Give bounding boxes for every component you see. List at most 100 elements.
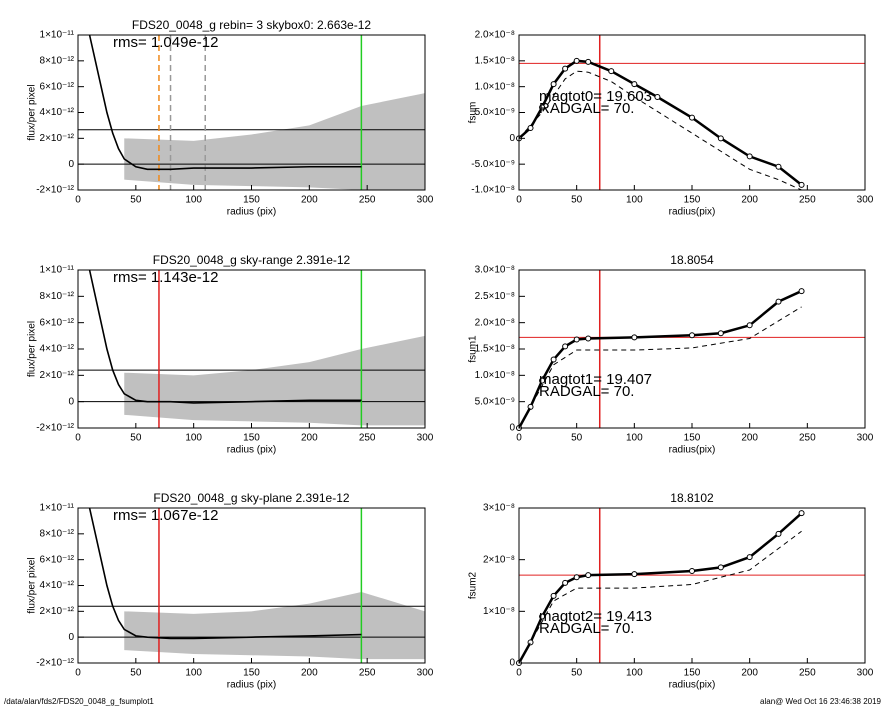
- y-tick-label: 6×10⁻¹²: [40, 81, 75, 92]
- y-tick-label: 1×10⁻¹¹: [40, 503, 75, 514]
- y-tick-label: 8×10⁻¹²: [40, 55, 75, 66]
- marker: [689, 568, 695, 575]
- marker: [562, 65, 569, 72]
- x-tick-label: 300: [417, 433, 434, 444]
- y-tick-label: 8×10⁻¹²: [40, 291, 75, 302]
- y-tick-label: 0: [68, 632, 74, 643]
- y-tick-label: 2×10⁻¹²: [40, 370, 75, 381]
- x-tick-label: 0: [75, 433, 81, 444]
- x-tick-label: 300: [857, 195, 874, 206]
- x-tick-label: 0: [516, 195, 522, 206]
- x-tick-label: 200: [741, 433, 758, 444]
- x-tick-label: 150: [684, 433, 701, 444]
- y-tick-label: 1.0×10⁻⁸: [475, 81, 515, 92]
- x-axis-label: radius(pix): [669, 445, 716, 456]
- x-tick-label: 50: [571, 433, 583, 444]
- annotation: magtot2= 19.413: [539, 608, 652, 625]
- footer-right: alan@ Wed Oct 16 23:46:38 2019: [760, 697, 881, 706]
- y-tick-label: -2×10⁻¹²: [36, 185, 74, 196]
- y-axis-label: flux/per pixel: [27, 557, 38, 613]
- marker: [573, 574, 580, 581]
- x-tick-label: 50: [571, 195, 583, 206]
- y-tick-label: 4×10⁻¹²: [40, 344, 75, 355]
- x-tick-label: 200: [301, 433, 318, 444]
- y-tick-label: 1×10⁻¹¹: [40, 265, 75, 276]
- plot-frame: [518, 269, 866, 429]
- marker: [689, 332, 695, 339]
- marker: [746, 322, 753, 329]
- x-tick-label: 300: [857, 433, 874, 444]
- profile-line: [518, 59, 803, 186]
- x-axis-label: radius (pix): [227, 680, 276, 691]
- marker: [689, 114, 695, 121]
- y-tick-label: 1×10⁻⁸: [483, 606, 515, 617]
- x-tick-label: 100: [626, 195, 643, 206]
- x-tick-label: 100: [626, 668, 643, 679]
- y-tick-label: 0: [509, 133, 515, 144]
- profile-line: [88, 507, 362, 640]
- marker: [717, 135, 724, 142]
- profile-line: [517, 512, 803, 664]
- marker: [527, 125, 534, 131]
- y-axis-label: flux/per pixel: [27, 321, 38, 377]
- marker: [746, 153, 753, 160]
- marker: [550, 592, 557, 599]
- x-tick-label: 0: [516, 433, 522, 444]
- chart-title: FDS20_0048_g sky-plane 2.391e-12: [153, 491, 349, 505]
- marker: [631, 81, 638, 88]
- profile-line: [518, 306, 802, 429]
- plot-frame: [518, 507, 866, 664]
- y-tick-label: 3.0×10⁻⁸: [475, 265, 515, 276]
- x-tick-label: 0: [516, 668, 522, 679]
- y-tick-label: 2×10⁻⁸: [483, 554, 515, 565]
- marker: [585, 58, 592, 65]
- x-tick-label: 300: [857, 668, 874, 679]
- marker: [573, 57, 580, 64]
- x-tick-label: 200: [301, 195, 318, 206]
- x-tick-label: 0: [75, 195, 81, 206]
- marker: [527, 639, 534, 646]
- x-axis-label: radius(pix): [669, 207, 716, 218]
- y-tick-label: 0: [68, 159, 74, 170]
- x-tick-label: 150: [243, 668, 260, 679]
- y-tick-label: 4×10⁻¹²: [40, 107, 75, 118]
- marker: [608, 68, 615, 75]
- y-tick-label: 8×10⁻¹²: [40, 528, 75, 539]
- x-tick-label: 0: [75, 668, 81, 679]
- annotation: RADGAL= 70.: [539, 620, 634, 637]
- marker: [631, 571, 638, 578]
- x-tick-label: 250: [799, 433, 816, 444]
- y-tick-label: -1.0×10⁻⁸: [471, 185, 515, 196]
- marker: [585, 572, 592, 579]
- y-tick-label: 2.0×10⁻⁸: [475, 30, 515, 41]
- y-tick-label: 6×10⁻¹²: [40, 554, 75, 565]
- x-tick-label: 300: [417, 195, 434, 206]
- annotation: RADGAL= 70.: [539, 383, 634, 400]
- y-tick-label: 2.0×10⁻⁸: [475, 317, 515, 328]
- y-tick-label: 5.0×10⁻⁹: [475, 396, 515, 407]
- y-tick-label: 2×10⁻¹²: [40, 606, 75, 617]
- profile-line: [518, 530, 802, 664]
- x-tick-label: 100: [185, 433, 202, 444]
- x-tick-label: 150: [243, 433, 260, 444]
- marker: [717, 564, 724, 571]
- y-tick-label: 6×10⁻¹²: [40, 317, 75, 328]
- y-axis-label: fsum2: [468, 571, 479, 599]
- y-tick-label: -5.0×10⁻⁹: [471, 159, 515, 170]
- footer-left: /data/alan/fds2/FDS20_0048_g_fsumplot1: [4, 697, 154, 706]
- x-tick-label: 250: [799, 668, 816, 679]
- marker: [631, 334, 638, 341]
- x-tick-label: 50: [130, 195, 142, 206]
- marker: [798, 288, 805, 295]
- annotation: rms= 1.143e-12: [113, 269, 218, 286]
- y-tick-label: 2×10⁻¹²: [40, 133, 75, 144]
- x-tick-label: 200: [301, 668, 318, 679]
- marker: [798, 510, 805, 517]
- x-tick-label: 50: [130, 668, 142, 679]
- annotation: rms= 1.049e-12: [113, 34, 218, 51]
- y-tick-label: 0: [509, 423, 515, 434]
- marker: [573, 336, 580, 343]
- x-tick-label: 250: [359, 195, 376, 206]
- y-tick-label: 2.5×10⁻⁸: [475, 291, 515, 302]
